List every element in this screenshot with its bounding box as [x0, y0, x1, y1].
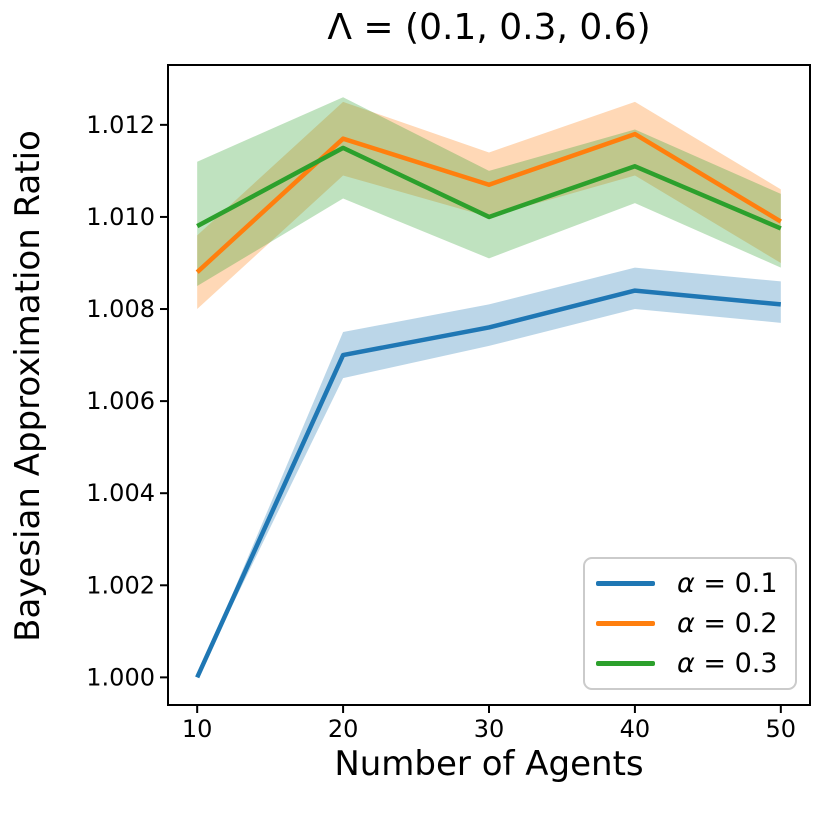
y-tick-label: 1.006: [86, 387, 155, 415]
series-line: [195, 131, 782, 274]
confidence-band: [197, 101, 781, 310]
x-tick-label: 40: [620, 715, 651, 743]
confidence-band: [197, 97, 781, 287]
y-tick-label: 1.002: [86, 571, 155, 599]
legend-item: α = 0.1: [596, 563, 795, 603]
legend-item: α = 0.3: [596, 644, 795, 684]
x-axis-label: Number of Agents: [334, 744, 644, 784]
legend-item-label: α = 0.2: [677, 607, 778, 639]
y-tick-label: 1.004: [86, 479, 155, 507]
legend-item-label: α = 0.1: [677, 567, 778, 599]
x-tick-label: 20: [328, 715, 359, 743]
series-line: [196, 145, 782, 231]
legend-swatch-line: [596, 580, 655, 586]
legend-item: α = 0.2: [596, 603, 795, 643]
y-tick-label: 1.012: [86, 111, 155, 139]
y-tick-label: 1.000: [86, 663, 155, 691]
y-axis-label: Bayesian Approximation Ratio: [8, 130, 48, 642]
x-tick-label: 30: [474, 715, 505, 743]
legend-item-label: α = 0.3: [677, 648, 778, 680]
series-line: [195, 288, 782, 679]
x-tick-label: 10: [182, 715, 213, 743]
legend: α = 0.1 α = 0.2 α = 0.3: [583, 557, 797, 690]
confidence-band: [197, 267, 781, 678]
y-tick-label: 1.010: [86, 203, 155, 231]
chart-title: Λ = (0.1, 0.3, 0.6): [327, 7, 651, 48]
legend-swatch-line: [596, 661, 655, 667]
y-tick-label: 1.008: [86, 295, 155, 323]
x-tick-label: 50: [766, 715, 797, 743]
legend-swatch-line: [596, 620, 655, 626]
